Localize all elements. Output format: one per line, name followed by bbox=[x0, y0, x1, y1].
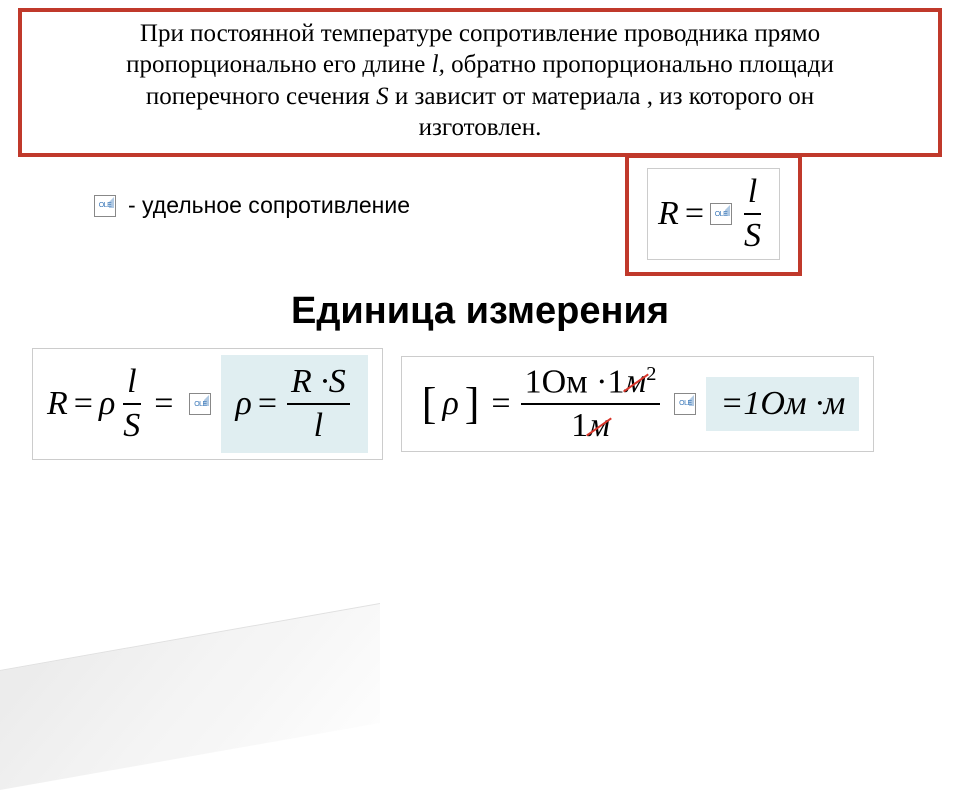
strike-m-num: м bbox=[625, 363, 647, 400]
eq-R-rho-l-S: R = ρ l S = bbox=[47, 363, 179, 445]
formula-box-main: R = OLE ρ l S bbox=[625, 154, 802, 276]
eq-rho-RS-over-l: ρ = R ·S l bbox=[221, 355, 367, 453]
formula-R-eq-rho-l-over-S: R = OLE ρ l S bbox=[658, 173, 769, 255]
ole-icon: OLE bbox=[710, 203, 732, 225]
ole-icon: OLE bbox=[94, 195, 116, 217]
definition-line3: поперечного сечения S и зависит от матер… bbox=[36, 81, 924, 112]
decorative-triangle bbox=[0, 603, 380, 797]
definition-line2: пропорционально его длине l, обратно про… bbox=[36, 49, 924, 80]
ole-icon: OLE bbox=[674, 393, 696, 415]
formula-box-inner: R = OLE ρ l S bbox=[647, 168, 780, 260]
strike-m-den: м bbox=[588, 407, 610, 444]
definition-box: При постоянной температуре сопротивление… bbox=[18, 8, 942, 157]
rho-label-row: OLE - удельное сопротивление bbox=[94, 192, 410, 219]
fraction-l-over-S: l S bbox=[740, 173, 765, 255]
equation-card-right: [ ρ ] = 1Ом ·1м2 1м OLE =1Ом ·м bbox=[401, 356, 875, 452]
eq-rho-units: [ ρ ] = 1Ом ·1м2 1м bbox=[416, 363, 665, 445]
section-heading: Единица измерения bbox=[0, 290, 960, 333]
eq-result: =1Ом ·м bbox=[706, 377, 859, 431]
definition-line1: При постоянной температуре сопротивление… bbox=[36, 18, 924, 49]
ole-icon: OLE bbox=[189, 393, 211, 415]
equations-row: R = ρ l S = OLE ρ = R ·S l [ ρ ] = bbox=[32, 348, 928, 460]
rho-label-text: - удельное сопротивление bbox=[128, 192, 410, 219]
equation-card-left: R = ρ l S = OLE ρ = R ·S l bbox=[32, 348, 383, 460]
definition-line4: изготовлен. bbox=[36, 112, 924, 143]
